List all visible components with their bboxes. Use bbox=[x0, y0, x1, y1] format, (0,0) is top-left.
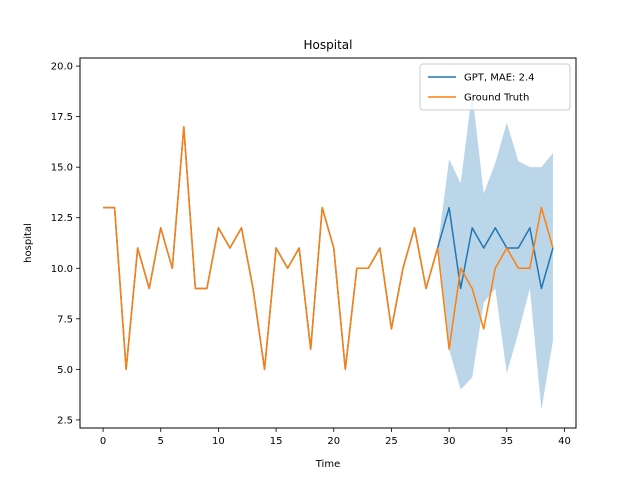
y-tick-label: 7.5 bbox=[57, 314, 73, 325]
series-layer bbox=[103, 125, 554, 371]
legend-label-0: GPT, MAE: 2.4 bbox=[464, 73, 534, 84]
x-tick-label: 30 bbox=[443, 436, 456, 447]
x-tick-label: 15 bbox=[270, 436, 283, 447]
confidence-band bbox=[437, 92, 553, 410]
x-tick-label: 40 bbox=[558, 436, 571, 447]
y-tick-label: 12.5 bbox=[51, 213, 73, 224]
y-tick-label: 15.0 bbox=[51, 163, 73, 174]
x-axis: 0 5 10 15 20 25 30 35 40 bbox=[100, 428, 571, 447]
x-tick-label: 20 bbox=[327, 436, 340, 447]
y-axis-title: hospital bbox=[23, 223, 34, 263]
y-tick-label: 2.5 bbox=[57, 415, 73, 426]
legend-box bbox=[419, 63, 571, 111]
y-axis: 2.5 5.0 7.5 10.0 12.5 15.0 17.5 20.0 bbox=[51, 62, 80, 426]
x-tick-label: 25 bbox=[385, 436, 398, 447]
chart-title: Hospital bbox=[304, 38, 353, 52]
series-line-1 bbox=[103, 125, 554, 371]
plot-frame bbox=[79, 57, 577, 429]
x-axis-title: Time bbox=[315, 459, 340, 470]
y-tick-label: 20.0 bbox=[51, 62, 73, 73]
x-tick-label: 0 bbox=[100, 436, 106, 447]
y-tick-label: 17.5 bbox=[51, 112, 73, 123]
x-tick-label: 10 bbox=[212, 436, 225, 447]
confidence-band-layer bbox=[437, 92, 553, 410]
x-tick-label: 35 bbox=[500, 436, 513, 447]
legend-label-1: Ground Truth bbox=[464, 93, 529, 104]
legend: GPT, MAE: 2.4 Ground Truth bbox=[419, 63, 571, 111]
y-tick-label: 5.0 bbox=[57, 365, 73, 376]
x-tick-label: 5 bbox=[158, 436, 164, 447]
y-tick-label: 10.0 bbox=[51, 264, 73, 275]
